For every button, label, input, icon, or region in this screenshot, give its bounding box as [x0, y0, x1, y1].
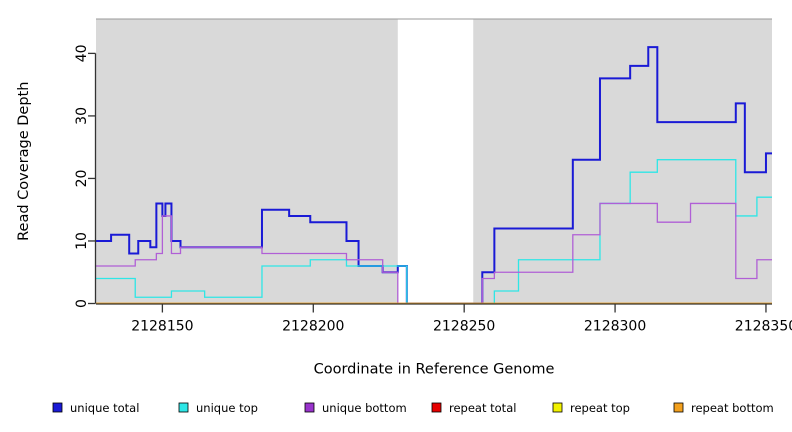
legend-swatch-repeat-bottom — [673, 402, 684, 413]
y-tick-label: 40 — [74, 44, 90, 62]
legend-label-repeat-top: repeat top — [570, 401, 630, 415]
y-tick-label: 10 — [74, 232, 90, 250]
legend-swatch-unique-top — [178, 402, 189, 413]
y-tick-label: 0 — [74, 299, 90, 308]
coverage-gap-band — [397, 18, 474, 304]
legend-label-unique-total: unique total — [70, 401, 139, 415]
x-tick-label: 2128350 — [735, 319, 792, 335]
y-axis-title: Read Coverage Depth — [16, 82, 32, 241]
series-line-unique-bottom — [96, 202, 772, 305]
legend-swatch-repeat-top — [552, 402, 563, 413]
x-tick-label: 2128250 — [433, 319, 495, 335]
x-axis-title: Coordinate in Reference Genome — [314, 362, 555, 378]
legend-label-unique-top: unique top — [196, 401, 258, 415]
legend-swatch-unique-total — [52, 402, 63, 413]
legend-swatch-repeat-total — [431, 402, 442, 413]
legend-swatch-unique-bottom — [304, 402, 315, 413]
legend-label-repeat-bottom: repeat bottom — [691, 401, 774, 415]
y-tick-label: 20 — [74, 170, 90, 188]
legend-label-unique-bottom: unique bottom — [322, 401, 407, 415]
y-tick-label: 30 — [74, 107, 90, 125]
legend-label-repeat-total: repeat total — [449, 401, 516, 415]
x-tick-label: 2128150 — [131, 319, 193, 335]
x-tick-label: 2128300 — [584, 319, 646, 335]
x-tick-label: 2128200 — [282, 319, 344, 335]
